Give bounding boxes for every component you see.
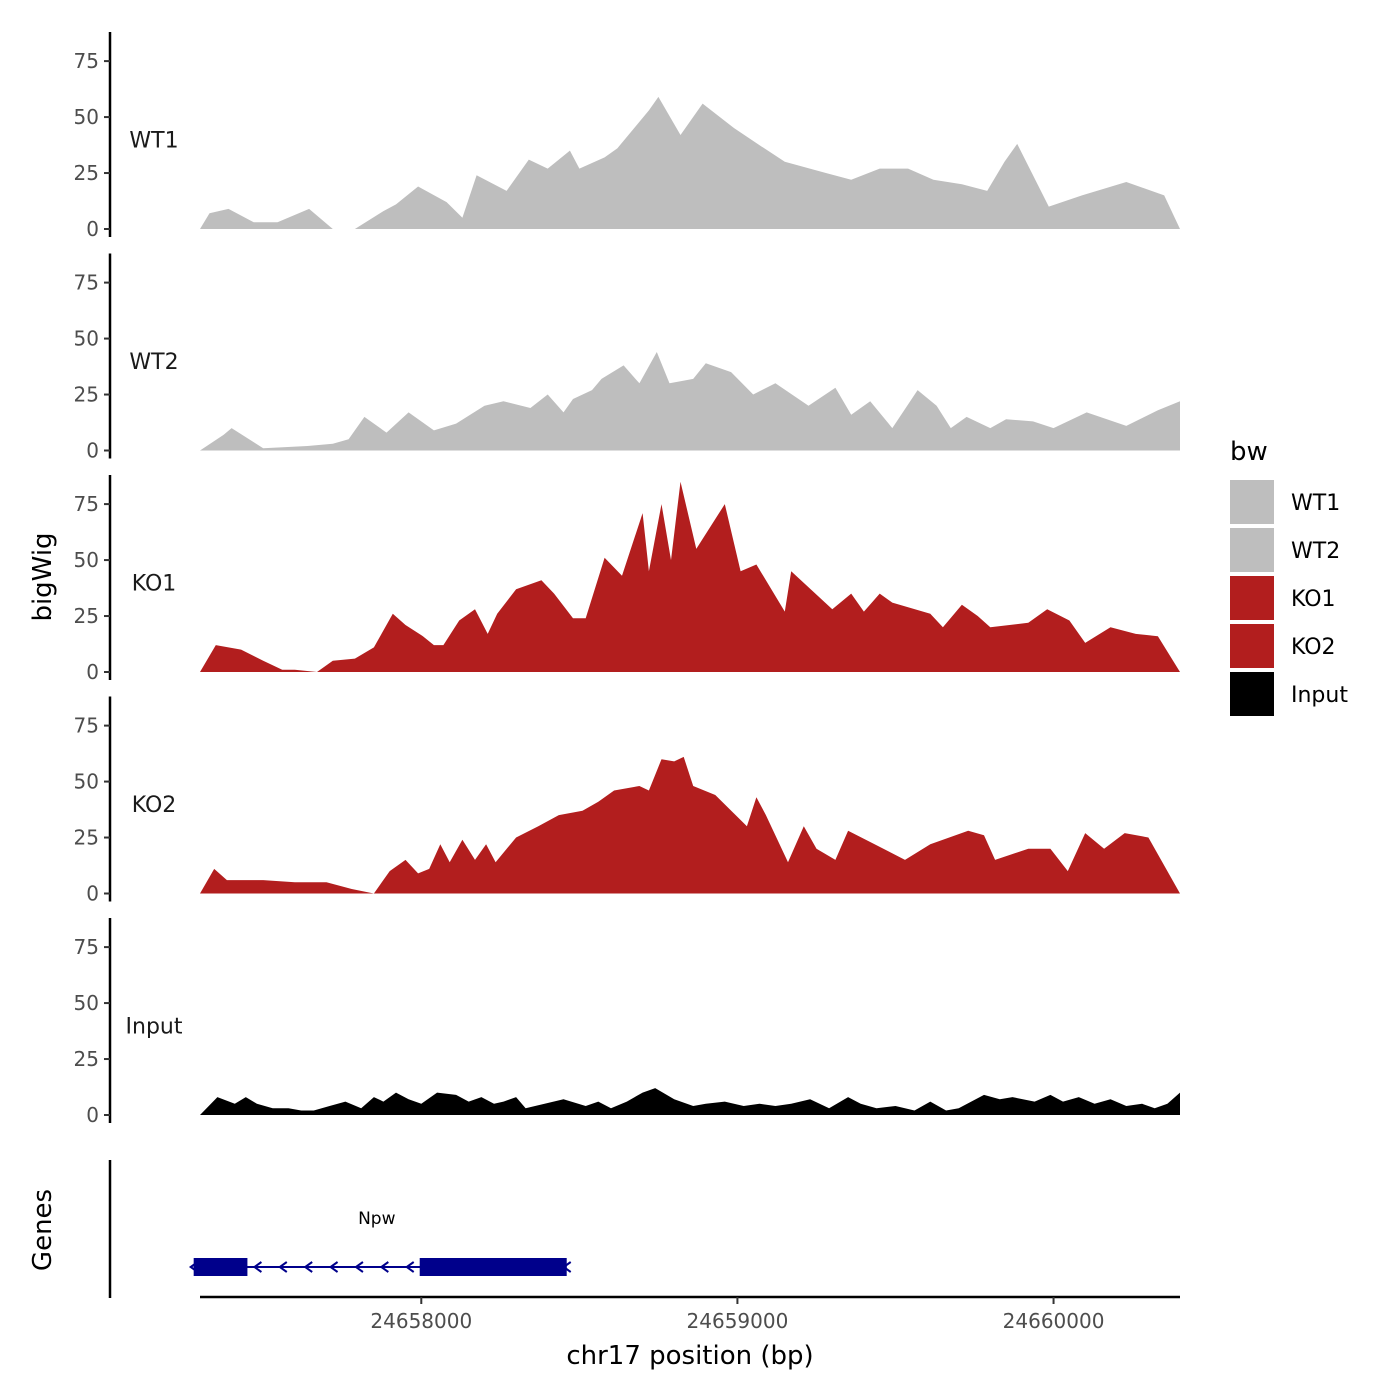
legend-label: KO1 <box>1291 587 1336 612</box>
legend-key-input <box>1230 672 1274 716</box>
legend-key-ko2 <box>1230 624 1274 668</box>
y-tick-label: 50 <box>74 105 99 129</box>
x-axis-title: chr17 position (bp) <box>566 1341 813 1371</box>
gene-track-title: Genes <box>28 1189 58 1271</box>
y-axis-title: bigWig <box>28 532 58 621</box>
track-panels: 0 25 50 75 WT1 0 25 50 75 WT2 0 25 50 75 KO1 0 25 50 75 KO2… <box>74 32 1180 1127</box>
coverage-area-input <box>200 1088 1180 1115</box>
track-label: WT2 <box>129 350 178 375</box>
x-tick-label: 24658000 <box>370 1309 472 1333</box>
y-tick-label: 0 <box>86 439 99 463</box>
track-label: Input <box>126 1014 183 1039</box>
strand-arrow <box>252 1261 263 1273</box>
strand-arrow <box>379 1261 389 1273</box>
coverage-area-wt1 <box>200 96 1180 230</box>
x-tick-label: 24659000 <box>687 1309 789 1333</box>
y-tick-label: 25 <box>74 161 99 185</box>
gene-exon <box>193 1258 248 1276</box>
legend: bw WT1 WT2 KO1 KO2 Input <box>1230 437 1348 716</box>
panel-ko2: 0 25 50 75 KO2 <box>74 696 1180 906</box>
panel-wt2: 0 25 50 75 WT2 <box>74 253 1180 463</box>
y-tick-label: 50 <box>74 770 99 794</box>
y-tick-label: 25 <box>74 826 99 850</box>
panel-input: 0 25 50 75 Input <box>74 918 1180 1127</box>
strand-arrow <box>328 1261 339 1273</box>
y-tick-label: 25 <box>74 383 99 407</box>
strand-arrow <box>354 1261 364 1273</box>
coverage-area-ko2 <box>200 756 1180 894</box>
y-tick-label: 0 <box>86 660 99 684</box>
strand-arrow <box>404 1261 415 1273</box>
y-tick-label: 75 <box>74 49 99 73</box>
gene-npw: Npw <box>188 1209 572 1276</box>
legend-label: WT2 <box>1291 539 1340 564</box>
y-tick-label: 75 <box>74 935 99 959</box>
y-tick-label: 0 <box>86 217 99 241</box>
x-tick-label: 24660000 <box>1003 1309 1105 1333</box>
y-tick-label: 50 <box>74 548 99 572</box>
y-tick-label: 50 <box>74 991 99 1015</box>
gene-exon <box>419 1258 567 1276</box>
track-label: WT1 <box>129 128 178 153</box>
legend-label: KO2 <box>1291 635 1336 660</box>
strand-arrow <box>561 1261 572 1273</box>
y-tick-label: 75 <box>74 714 99 738</box>
track-label: KO2 <box>132 793 177 818</box>
panel-ko1: 0 25 50 75 KO1 <box>74 475 1180 684</box>
legend-key-wt2 <box>1230 528 1274 572</box>
legend-label: WT1 <box>1291 491 1340 516</box>
gene-label: Npw <box>358 1209 396 1229</box>
legend-label: Input <box>1291 683 1348 708</box>
y-tick-label: 50 <box>74 327 99 351</box>
legend-title: bw <box>1230 437 1268 467</box>
legend-key-wt1 <box>1230 480 1274 524</box>
strand-arrow <box>278 1261 288 1273</box>
x-axis: 24658000 24659000 24660000 <box>200 1295 1180 1333</box>
strand-arrow <box>303 1261 313 1273</box>
coverage-area-wt2 <box>200 352 1180 451</box>
y-tick-label: 75 <box>74 271 99 295</box>
y-tick-label: 25 <box>74 604 99 628</box>
legend-key-ko1 <box>1230 576 1274 620</box>
y-tick-label: 75 <box>74 492 99 516</box>
coverage-area-ko1 <box>200 481 1180 672</box>
track-label: KO1 <box>132 571 177 596</box>
gene-track: Npw <box>108 1160 572 1298</box>
panel-wt1: 0 25 50 75 WT1 <box>74 32 1180 241</box>
y-tick-label: 0 <box>86 882 99 906</box>
y-tick-label: 0 <box>86 1103 99 1127</box>
strand-arrow <box>188 1261 199 1273</box>
y-tick-label: 25 <box>74 1047 99 1071</box>
